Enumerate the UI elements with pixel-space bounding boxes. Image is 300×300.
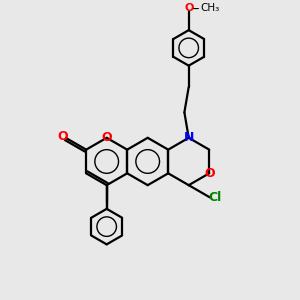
- Text: CH₃: CH₃: [201, 3, 220, 13]
- Text: O: O: [204, 167, 214, 180]
- Text: Cl: Cl: [208, 191, 222, 204]
- Text: O: O: [57, 130, 68, 143]
- Text: N: N: [184, 131, 194, 144]
- Text: O: O: [184, 3, 194, 13]
- Text: O: O: [101, 131, 112, 144]
